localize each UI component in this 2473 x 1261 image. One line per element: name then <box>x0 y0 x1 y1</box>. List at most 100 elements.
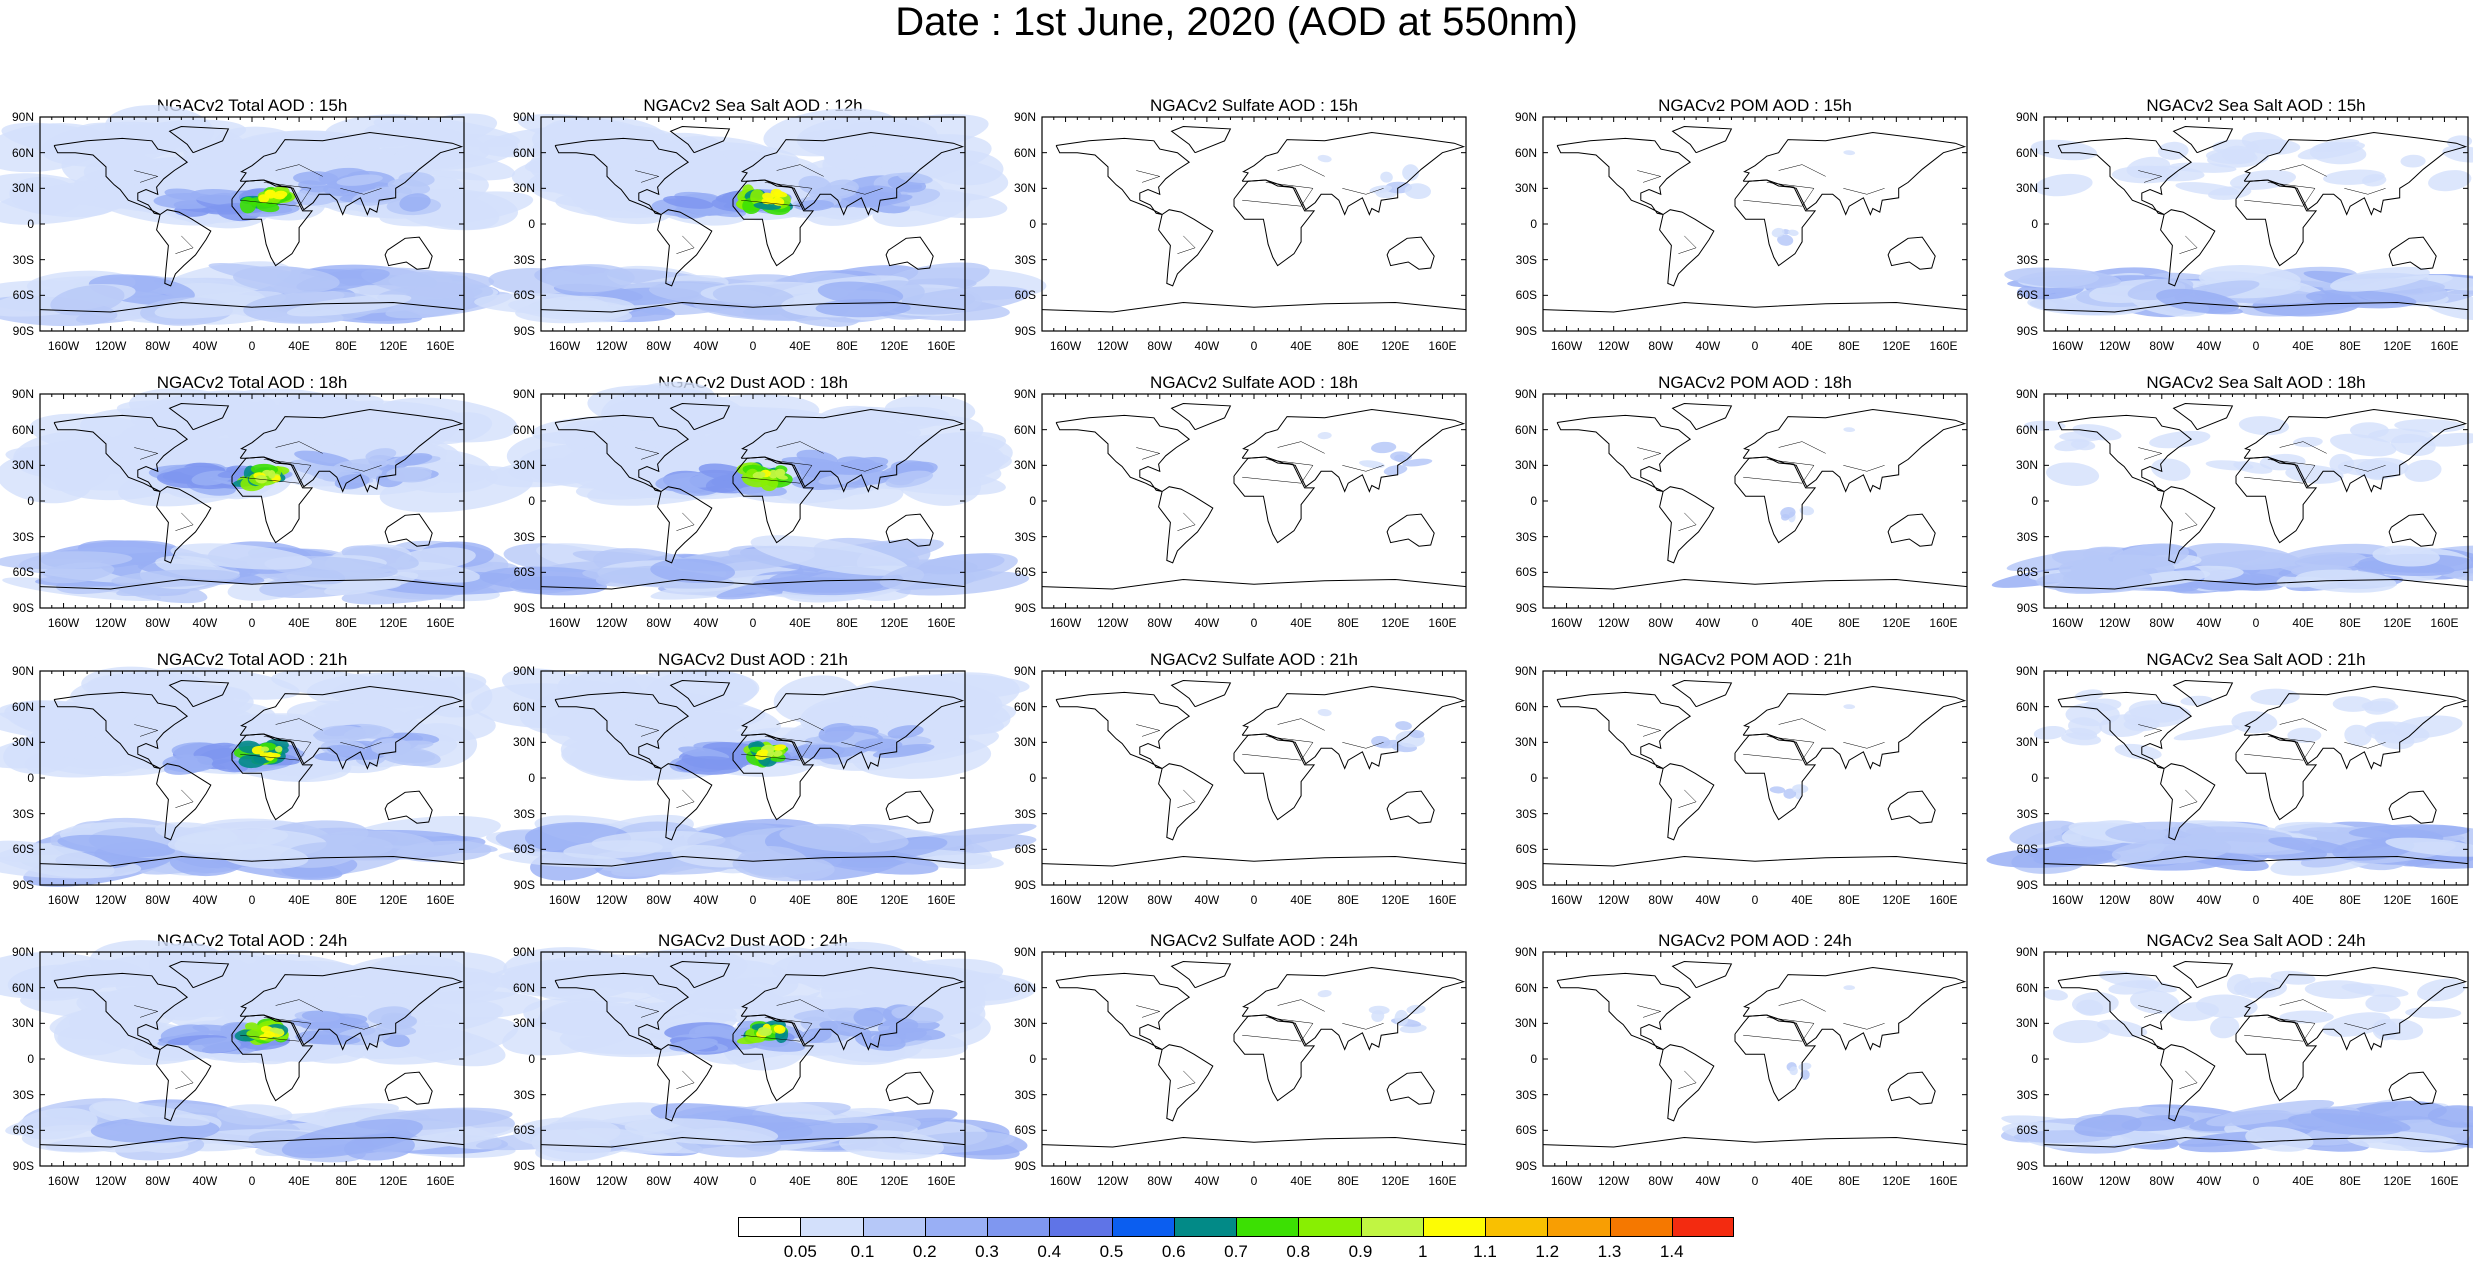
aod-field-patch <box>822 179 859 199</box>
map-plot <box>1041 393 1467 609</box>
lon-tick-label: 120W <box>2098 893 2131 907</box>
country-border <box>1242 182 1314 207</box>
country-border <box>175 235 194 254</box>
aod-field-patch <box>2076 999 2104 1016</box>
aod-field-patch <box>773 1025 784 1032</box>
coastline <box>554 137 690 215</box>
coastline <box>168 679 230 708</box>
lon-tick-label: 160W <box>1550 1174 1583 1188</box>
aod-field-patch <box>2368 428 2433 444</box>
coastline <box>2172 125 2234 154</box>
country-border <box>2344 465 2386 472</box>
lat-tick-label: 0 <box>1530 1052 1537 1066</box>
lon-tick-label: 80E <box>2339 339 2361 353</box>
lat-tick-label: 60S <box>2016 1123 2038 1138</box>
country-border <box>134 1005 159 1018</box>
aod-field-patch <box>268 469 276 479</box>
aod-field-patch <box>859 836 948 860</box>
lat-tick-label: 90S <box>2016 878 2038 892</box>
map-plot <box>0 105 534 332</box>
lon-tick-label: 0 <box>248 1174 256 1188</box>
aod-field-patch <box>1787 229 1799 236</box>
country-border <box>2244 182 2316 207</box>
lon-tick-label: 40E <box>1290 339 1312 353</box>
aod-field-patch <box>1371 735 1391 748</box>
aod-field-patch <box>2121 1115 2195 1132</box>
lat-tick-label: 30S <box>513 1087 535 1102</box>
lat-tick-label: 60S <box>12 1123 34 1138</box>
coastline <box>239 966 464 1051</box>
aod-field-patch <box>214 972 364 1009</box>
aod-field-patch <box>1843 150 1856 156</box>
aod-field-patch <box>563 840 663 859</box>
lon-tick-label: 80W <box>1648 616 1674 630</box>
aod-field-patch <box>2097 1019 2148 1038</box>
lon-tick-label: 80W <box>2149 1174 2175 1188</box>
lon-tick-label: 120E <box>1381 893 1410 907</box>
aod-field-patch <box>2446 135 2473 149</box>
country-border <box>2179 512 2198 531</box>
lat-tick-label: 90S <box>12 878 34 892</box>
country-border <box>275 164 323 177</box>
coastline <box>2160 1044 2216 1122</box>
country-border <box>1277 441 1325 454</box>
aod-field-patch <box>2428 170 2472 192</box>
panel-title: NGACv2 Sulfate AOD : 15h <box>1150 96 1358 115</box>
aod-field-patch <box>155 394 244 420</box>
country-border <box>240 1017 312 1042</box>
lon-tick-label: 80W <box>646 893 672 907</box>
coastline <box>2057 691 2193 769</box>
aod-field-patch <box>271 669 392 698</box>
coastline <box>384 790 433 824</box>
lon-tick-label: 80E <box>1838 616 1860 630</box>
lat-tick-label: 0 <box>27 494 34 508</box>
coastline <box>1233 1014 1316 1102</box>
aod-field-patch <box>897 172 932 184</box>
coastline <box>1233 456 1316 544</box>
lat-tick-label: 30S <box>1014 806 1036 821</box>
lat-tick-label: 30N <box>512 181 535 196</box>
lon-tick-label: 160E <box>1428 339 1457 353</box>
colorbar-swatch <box>862 1217 925 1237</box>
lon-tick-label: 80W <box>2149 893 2175 907</box>
coastline <box>156 209 212 287</box>
aod-field-patch <box>2245 1126 2314 1152</box>
colorbar-label: 0.9 <box>1348 1242 1373 1261</box>
lon-tick-label: 80E <box>836 1174 858 1188</box>
coastline <box>39 855 465 867</box>
aod-field-patch <box>0 840 115 879</box>
lat-tick-label: 90S <box>513 324 535 338</box>
lon-tick-label: 40E <box>1791 893 1813 907</box>
aod-field-patch <box>265 189 274 198</box>
lat-tick-label: 60N <box>11 422 34 437</box>
aod-field-patch <box>737 846 809 878</box>
aod-field-patch <box>645 669 758 713</box>
aod-field-patch <box>517 113 646 145</box>
coastline <box>2243 685 2468 770</box>
lat-tick-label: 0 <box>27 1052 34 1066</box>
lon-tick-label: 0 <box>1751 1174 1759 1188</box>
map-panel: NGACv2 Total AOD : 15h 90N 60N 30N 0 30S 60S 90… <box>0 97 534 352</box>
aod-field-patch <box>313 702 412 730</box>
map-frame <box>1041 116 1467 332</box>
lat-tick-label: 30S <box>2016 1087 2038 1102</box>
coastline <box>732 733 815 821</box>
country-border <box>1843 465 1885 472</box>
lon-tick-label: 80W <box>2149 339 2175 353</box>
lat-tick-label: 0 <box>1029 1052 1036 1066</box>
panel-title: NGACv2 POM AOD : 15h <box>1658 96 1852 115</box>
aod-field-patch <box>2270 970 2316 985</box>
country-border <box>1637 170 1662 183</box>
lat-tick-label: 60N <box>1013 980 1036 995</box>
coastline <box>384 1071 433 1105</box>
coastline <box>1233 733 1316 821</box>
coastline <box>1556 137 1692 215</box>
lon-tick-label: 120E <box>379 616 408 630</box>
map-plot <box>0 940 543 1167</box>
aod-field-patch <box>624 1118 779 1146</box>
map-plot <box>1542 116 1968 332</box>
colorbar-swatch <box>1049 1217 1112 1237</box>
map-plot <box>1542 670 1968 886</box>
lon-tick-label: 40W <box>2196 339 2222 353</box>
aod-field-patch <box>2304 980 2375 999</box>
